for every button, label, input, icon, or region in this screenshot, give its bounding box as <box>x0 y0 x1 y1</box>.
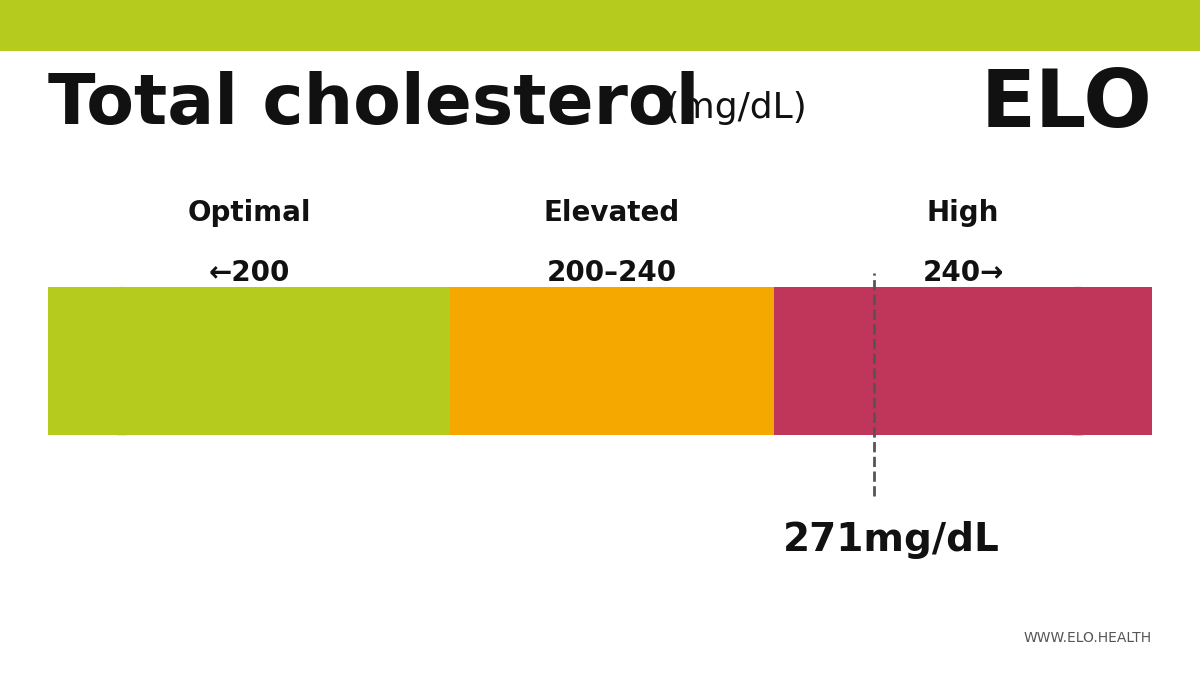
Bar <box>0 0 1200 51</box>
Text: ←200: ←200 <box>209 259 289 288</box>
Text: Optimal: Optimal <box>187 198 311 227</box>
Text: ELO: ELO <box>980 65 1152 144</box>
Ellipse shape <box>1003 287 1152 435</box>
Ellipse shape <box>48 287 197 435</box>
Text: WWW.ELO.HEALTH: WWW.ELO.HEALTH <box>1024 631 1152 645</box>
Text: Total cholesterol: Total cholesterol <box>48 71 700 138</box>
Bar <box>48 287 450 435</box>
Text: 200–240: 200–240 <box>547 259 677 288</box>
Text: 240→: 240→ <box>923 259 1003 288</box>
Bar <box>450 287 774 435</box>
Text: (mg/dL): (mg/dL) <box>654 91 806 125</box>
Text: High: High <box>926 198 1000 227</box>
Text: 271mg/dL: 271mg/dL <box>784 521 1000 559</box>
Text: Elevated: Elevated <box>544 198 680 227</box>
Bar <box>774 287 1152 435</box>
